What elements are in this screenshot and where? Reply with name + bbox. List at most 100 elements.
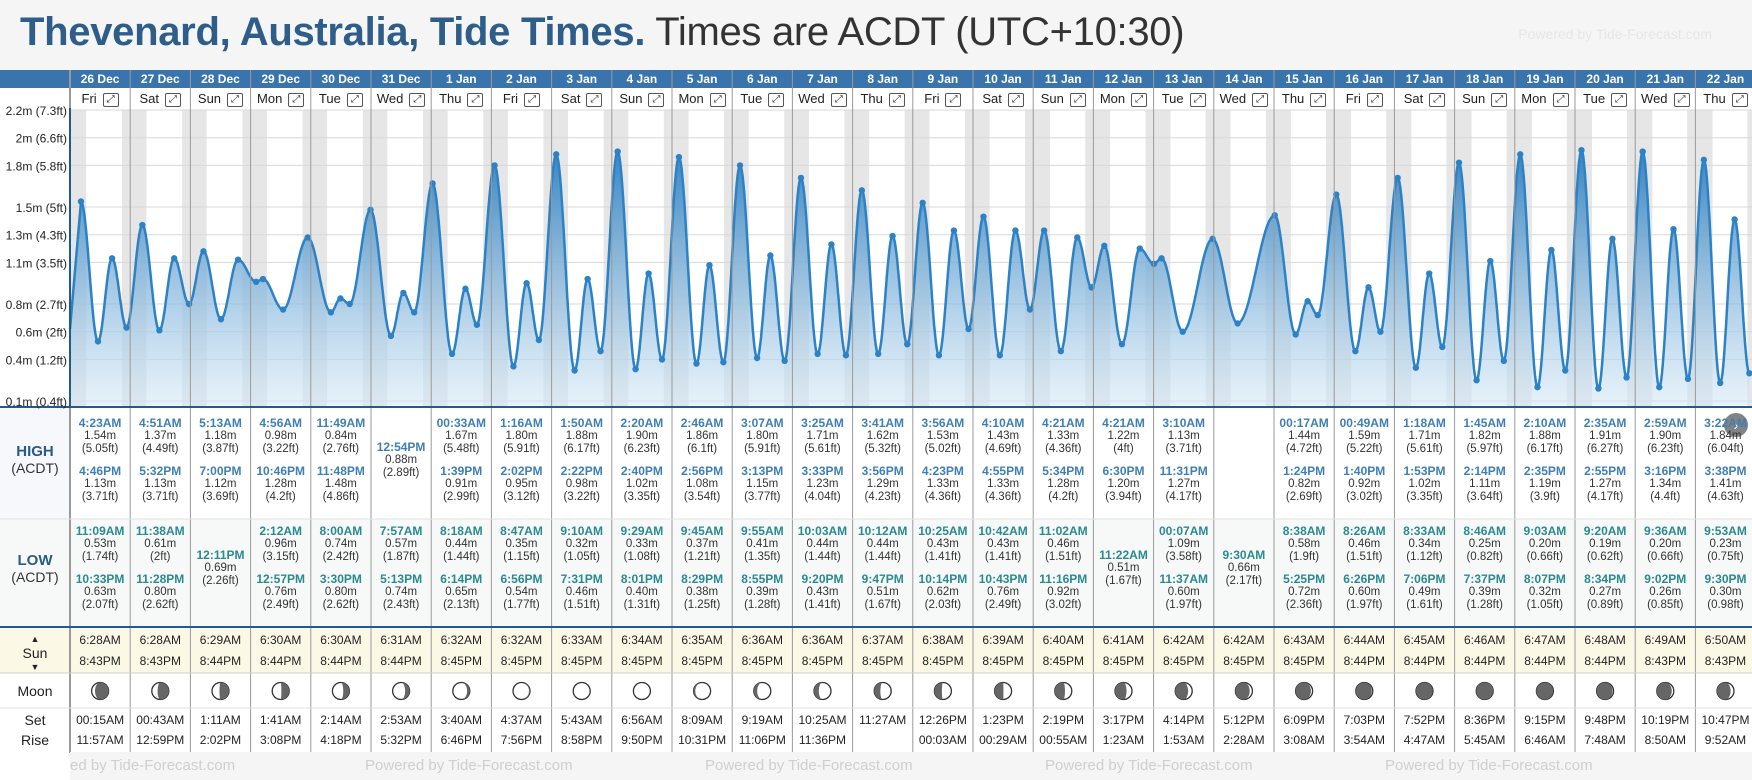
y-tick-label: 1.3m (4.3ft) [6, 229, 67, 243]
tide-height: 0.43m [926, 538, 959, 550]
tide-height: (3.02ft) [1346, 491, 1383, 503]
sunset-time: 8:43PM [1704, 654, 1747, 668]
high-tide-entry: 00:17AM 1.44m (4.72ft) [1274, 416, 1334, 456]
tide-height: (1.35ft) [744, 551, 781, 563]
dow-text: Mon [257, 91, 283, 106]
moonrise-time: 6:46AM [1524, 733, 1566, 747]
tide-time: 9:47PM [861, 572, 904, 586]
expand-icon[interactable]: ⤢ [1673, 92, 1690, 107]
expand-icon[interactable]: ⤢ [467, 92, 484, 107]
moonrise-time: 11:06PM [738, 733, 786, 747]
tide-height: 0.46m [1348, 538, 1381, 550]
low-tide-entry: 7:57AM 0.57m (1.87ft) [371, 524, 431, 564]
footer-text-5: Powered by Tide-Forecast.com [1385, 757, 1593, 774]
moonrise-time: 9:52AM [1704, 733, 1747, 747]
tide-height: (2.89ft) [382, 467, 420, 479]
expand-icon[interactable]: ⤢ [1429, 92, 1446, 107]
tide-height: 1.22m [1107, 430, 1140, 442]
tide-point [858, 187, 866, 194]
tide-time: 6:56PM [500, 572, 543, 586]
tide-point [1700, 156, 1708, 164]
low-tide-cell: 10:12AM 0.44m (1.44ft) 9:47PM 0.51m (1.67ft) [853, 524, 913, 626]
tide-height: (1.51ft) [1346, 551, 1383, 563]
low-tide-cell: 9:29AM 0.33m (1.08ft) 8:01PM 0.40m (1.31ft) [612, 524, 672, 626]
tide-time: 00:17AM [1279, 416, 1329, 430]
expand-icon[interactable]: ⤢ [888, 92, 905, 107]
tide-point [965, 325, 972, 333]
moonset-time: 7:52PM [1403, 713, 1446, 727]
tide-height: 1.02m [625, 478, 658, 490]
expand-icon[interactable]: ⤢ [1491, 92, 1508, 107]
tide-area [70, 150, 1750, 405]
moonset-time: 4:37AM [500, 713, 543, 727]
tide-height: (3.35ft) [623, 491, 661, 503]
expand-icon[interactable]: ⤢ [102, 92, 119, 107]
expand-icon[interactable]: ⤢ [524, 92, 541, 107]
tide-point [842, 352, 850, 359]
sunrise-time: 6:31AM [380, 633, 422, 647]
expand-icon[interactable]: ⤢ [945, 92, 962, 107]
tide-time: 12:54PM [376, 440, 426, 454]
expand-icon[interactable]: ⤢ [1131, 92, 1148, 107]
date-label: 19 Jan [1526, 72, 1564, 86]
tide-time: 8:47AM [500, 524, 543, 538]
expand-icon[interactable]: ⤢ [1552, 92, 1569, 107]
expand-icon[interactable]: ⤢ [648, 92, 665, 107]
expand-icon[interactable]: ⤢ [227, 92, 244, 107]
tide-time: 3:38PM [1704, 464, 1747, 478]
expand-icon[interactable]: ⤢ [409, 92, 426, 107]
expand-icon[interactable]: ⤢ [709, 92, 726, 107]
moonrise-time: 6:46PM [440, 733, 482, 747]
low-tide-entry: 2:12AM 0.96m (3.15ft) [251, 524, 311, 564]
moon-shadow [157, 682, 169, 700]
date-label: 9 Jan [927, 72, 959, 86]
day-of-week: Sat ⤢ [552, 91, 612, 109]
expand-icon[interactable]: ⤢ [1731, 92, 1748, 107]
expand-icon[interactable]: ⤢ [1007, 92, 1024, 107]
expand-icon[interactable]: ⤢ [1366, 92, 1383, 107]
expand-icon[interactable]: ⤢ [768, 92, 785, 107]
tide-height: 1.33m [926, 478, 959, 490]
expand-icon[interactable]: ⤢ [1252, 92, 1269, 107]
expand-icon[interactable]: ⤢ [1189, 92, 1206, 107]
expand-icon[interactable]: ⤢ [586, 92, 603, 107]
expand-icon[interactable]: ⤢ [1069, 92, 1086, 107]
sunrise-time: 6:38AM [922, 633, 964, 647]
y-tick-label: 0.4m (1.2ft) [6, 353, 67, 367]
tide-point [632, 365, 639, 373]
next-arrow-icon[interactable] [1724, 413, 1748, 437]
expand-icon[interactable]: ⤢ [165, 92, 182, 107]
date-label: 18 Jan [1466, 72, 1504, 86]
tide-height: 1.82m [1468, 430, 1501, 442]
tide-time: 2:46AM [680, 416, 724, 430]
day-of-week: Tue ⤢ [1154, 91, 1214, 109]
tide-point [108, 255, 116, 262]
moon-shadow [874, 682, 883, 700]
tide-height: (1.67ft) [1105, 575, 1142, 587]
expand-icon[interactable]: ⤢ [288, 92, 305, 107]
expand-icon[interactable]: ⤢ [1310, 92, 1327, 107]
tide-height: (5.48ft) [443, 443, 480, 455]
expand-icon[interactable]: ⤢ [1611, 92, 1628, 107]
tide-time: 4:51AM [138, 416, 182, 430]
sun-up-arrow: ▲ [30, 634, 40, 644]
tide-height: (1.51ft) [1045, 551, 1082, 563]
tide-height: 0.44m [445, 538, 478, 550]
tide-point [1412, 364, 1420, 371]
y-tick-label: 1.8m (5.8ft) [6, 159, 67, 173]
low-tide-cell: 00:07AM 1.09m (3.58ft) 11:37AM 0.60m (1.97ft) [1154, 524, 1214, 626]
low-tide-entry: 9:30AM 0.66m (2.17ft) [1214, 548, 1274, 588]
tide-time: 5:25PM [1283, 572, 1326, 586]
tide-height: 0.43m [806, 586, 839, 598]
moon-shadow [1235, 682, 1250, 700]
expand-icon[interactable]: ⤢ [346, 92, 363, 107]
tide-point [980, 213, 987, 220]
sunset-time: 8:44PM [380, 654, 422, 668]
low-tide-entry: 7:37PM 0.39m (1.28ft) [1455, 572, 1515, 612]
tide-point [1179, 328, 1186, 335]
expand-icon[interactable]: ⤢ [830, 92, 847, 107]
tide-time: 8:26AM [1342, 524, 1386, 538]
tide-point [814, 350, 821, 358]
rise-label: Rise [20, 732, 49, 748]
tide-time: 11:31PM [1159, 464, 1208, 478]
